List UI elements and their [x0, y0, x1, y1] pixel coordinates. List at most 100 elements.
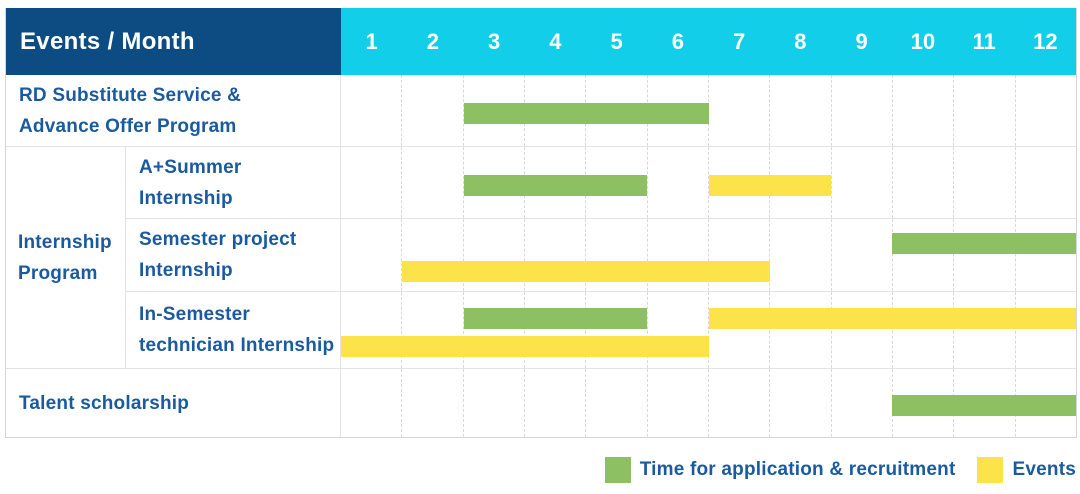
- grid-cell: [709, 75, 771, 146]
- bar-lane: [341, 102, 1076, 124]
- row-label-semester-project-internship-line: Semester project: [139, 229, 297, 250]
- bar-lane: [341, 336, 1076, 357]
- grid-cell: [464, 292, 525, 368]
- grid-cell: [954, 219, 1016, 291]
- group-label-internship-program-line: Program: [18, 262, 98, 284]
- row-label-rd-substitute-service-line: RD Substitute Service &: [19, 84, 242, 106]
- grid-cell: [464, 219, 525, 291]
- grid-cell: [832, 75, 893, 146]
- gantt-bar-events: [402, 261, 770, 282]
- month-header-9: 9: [855, 28, 868, 54]
- row-label-talent-scholarship: Talent scholarship: [6, 369, 341, 437]
- grid-cell: [341, 292, 403, 368]
- recruitment-swatch-icon: [604, 457, 631, 483]
- grid-cell: [954, 147, 1016, 218]
- grid-cell: [648, 147, 709, 218]
- bar-lanes: [341, 147, 1076, 218]
- grid-cell: [525, 292, 587, 368]
- row-label-semester-project-internship: Semester project Internship: [126, 219, 341, 291]
- gantt-group-internship-program: Internship Program A+Summer Internship Semes…: [6, 147, 1076, 369]
- bar-lane: [341, 395, 1076, 416]
- chart-cell: [341, 292, 1076, 368]
- gantt-row-a-plus-summer-internship: A+Summer Internship: [126, 147, 1076, 219]
- grid-cell: [709, 219, 771, 291]
- month-header-7: 7: [733, 28, 746, 54]
- month-header-cells: 1 2 3 4 5 6 7 8 9 10 11 12: [341, 8, 1076, 75]
- bar-lanes: [341, 75, 1076, 146]
- grid-cell: [525, 219, 587, 291]
- grid-cell: [402, 75, 464, 146]
- month-gridlines: [341, 219, 1076, 291]
- month-header-1: 1: [365, 28, 378, 54]
- group-label-internship-program-line: Internship: [18, 231, 112, 253]
- grid-cell: [893, 219, 955, 291]
- grid-cell: [648, 292, 709, 368]
- grid-cell: [832, 292, 893, 368]
- gantt-bar-recruitment: [892, 395, 1076, 416]
- grid-cell: [525, 369, 587, 437]
- gantt-bar-recruitment: [892, 233, 1076, 254]
- grid-cell: [648, 369, 709, 437]
- gantt-row-rd-substitute-service: RD Substitute Service & Advance Offer Pro…: [6, 75, 1076, 147]
- row-label-rd-substitute-service: RD Substitute Service & Advance Offer Pro…: [6, 75, 341, 146]
- grid-cell: [709, 369, 771, 437]
- bar-lanes: [341, 219, 1076, 291]
- grid-cell: [402, 147, 464, 218]
- gantt-body: RD Substitute Service & Advance Offer Pro…: [6, 75, 1076, 437]
- grid-cell: [832, 219, 893, 291]
- grid-cell: [402, 369, 464, 437]
- bar-lane: [341, 233, 1076, 254]
- grid-cell: [770, 75, 832, 146]
- month-header-5: 5: [610, 28, 623, 54]
- chart-cell: [341, 147, 1076, 218]
- month-header-12: 12: [1033, 28, 1058, 54]
- gantt-bar-recruitment: [463, 308, 648, 329]
- bar-lane: [341, 308, 1076, 329]
- legend: Time for application & recruitment Event…: [604, 457, 1076, 483]
- legend-label-recruitment: Time for application & recruitment: [639, 459, 956, 480]
- legend-item-recruitment: Time for application & recruitment: [604, 457, 956, 483]
- row-label-rd-substitute-service-line: Advance Offer Program: [19, 115, 237, 137]
- gantt-table: Events / Month 1 2 3 4 5 6 7 8 9 10 11 12 RD Substi…: [5, 8, 1077, 438]
- grid-cell: [586, 292, 648, 368]
- gantt-bar-events: [708, 174, 831, 196]
- chart-cell: [341, 219, 1076, 291]
- grid-cell: [709, 292, 771, 368]
- bar-lane: [341, 261, 1076, 282]
- grid-cell: [586, 219, 648, 291]
- grid-cell: [770, 219, 832, 291]
- bar-lane: [341, 174, 1076, 196]
- gantt-bar-events: [708, 308, 1076, 329]
- grid-cell: [402, 292, 464, 368]
- row-label-in-semester-technician-internship-line: technician Internship: [139, 335, 335, 356]
- legend-item-events: Events: [977, 457, 1076, 483]
- row-label-semester-project-internship-line: Internship: [139, 260, 233, 281]
- gantt-bar-events: [341, 336, 709, 357]
- grid-cell: [341, 147, 403, 218]
- bar-lanes: [341, 292, 1076, 368]
- month-header-2: 2: [426, 28, 439, 54]
- grid-cell: [954, 292, 1016, 368]
- chart-cell: [341, 369, 1076, 437]
- row-label-a-plus-summer-internship: A+Summer Internship: [126, 147, 341, 218]
- gantt-bar-recruitment: [463, 102, 709, 124]
- row-label-in-semester-technician-internship-line: In-Semester: [139, 304, 250, 325]
- grid-cell: [770, 369, 832, 437]
- gantt-row-semester-project-internship: Semester project Internship: [126, 219, 1076, 292]
- grid-cell: [464, 369, 525, 437]
- grid-cell: [770, 147, 832, 218]
- gantt-row-talent-scholarship: Talent scholarship: [6, 369, 1076, 437]
- grid-cell: [586, 369, 648, 437]
- row-label-a-plus-summer-internship-line: A+Summer: [139, 156, 242, 178]
- grid-cell: [648, 219, 709, 291]
- grid-cell: [341, 369, 403, 437]
- month-header-11: 11: [972, 28, 996, 54]
- row-label-a-plus-summer-internship-line: Internship: [139, 187, 233, 209]
- month-header-10: 10: [910, 28, 936, 54]
- grid-cell: [341, 219, 403, 291]
- grid-cell: [893, 75, 955, 146]
- row-label-talent-scholarship-line: Talent scholarship: [19, 392, 190, 414]
- gantt-bar-recruitment: [463, 174, 648, 196]
- group-rows: A+Summer Internship Semester project Intern…: [126, 147, 1076, 368]
- legend-label-events: Events: [1012, 459, 1076, 480]
